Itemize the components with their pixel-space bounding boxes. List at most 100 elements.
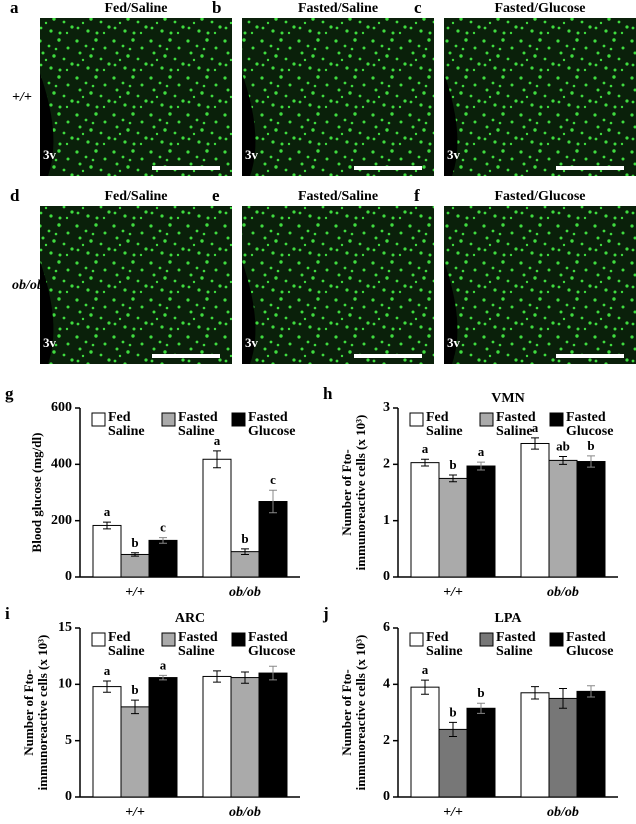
ventricle — [242, 261, 256, 364]
error-bar — [421, 458, 429, 467]
panel-letter: d — [10, 186, 20, 205]
bar — [466, 465, 496, 578]
ventricle — [242, 73, 256, 176]
row-label: +/+ — [12, 90, 32, 105]
error-bar — [131, 552, 139, 557]
panel-letter: b — [212, 0, 221, 17]
error-bar — [559, 455, 567, 465]
significance-letter: b — [449, 457, 456, 472]
legend-entry: Fasted Saline — [178, 631, 218, 659]
chart-title: VMN — [491, 391, 524, 406]
error-bar — [559, 688, 567, 709]
panel-title: Fed/Saline — [104, 189, 167, 204]
ventricle-label: 3v — [245, 147, 259, 162]
error-bar — [477, 461, 485, 471]
significance-letter: c — [160, 520, 166, 535]
bar — [576, 461, 606, 578]
legend-entry: Fasted Glucose — [566, 411, 613, 439]
bar — [466, 707, 496, 798]
micrograph — [40, 18, 232, 176]
y-tick-label: 0 — [65, 569, 72, 584]
legend-label: Fasted Saline — [178, 631, 218, 659]
panel-letter: e — [212, 186, 220, 205]
panel-title: Fasted/Glucose — [495, 189, 586, 204]
ventricle-label: 3v — [447, 335, 461, 350]
error-bar — [477, 702, 485, 714]
y-tick-label: 10 — [58, 677, 72, 692]
legend-label: Fasted Glucose — [566, 631, 614, 659]
x-tick-label: +/+ — [125, 585, 145, 600]
legend-label: Fed Saline — [108, 411, 145, 439]
significance-letter: ab — [556, 438, 570, 453]
error-bar — [587, 455, 595, 468]
error-bar — [531, 437, 539, 450]
ventricle-label: 3v — [447, 147, 461, 162]
bar — [548, 459, 578, 578]
error-bar — [103, 680, 111, 693]
legend-swatch — [161, 412, 176, 427]
legend-entry: Fasted Glucose — [248, 411, 296, 439]
legend-entry: Fasted Saline — [496, 411, 536, 439]
significance-letter: a — [214, 433, 221, 448]
ventricle — [40, 261, 54, 364]
chart-letter: h — [323, 384, 333, 403]
legend-swatch — [479, 412, 494, 427]
bar — [520, 442, 550, 578]
chart-letter: i — [5, 604, 10, 623]
y-tick-label: 5 — [65, 733, 72, 748]
legend-entry: Fed Saline — [426, 631, 463, 659]
significance-letter: a — [104, 504, 111, 519]
x-tick-label: +/+ — [443, 805, 463, 820]
error-bar — [103, 521, 111, 530]
y-tick-label: 15 — [58, 620, 72, 635]
x-tick-label: ob/ob — [547, 805, 579, 820]
legend-label: Fasted Saline — [178, 411, 218, 439]
ventricle — [444, 261, 458, 364]
error-bar — [159, 674, 167, 681]
legend-entry: Fasted Glucose — [566, 631, 614, 659]
error-bar — [531, 686, 539, 700]
chart-title: ARC — [175, 611, 205, 626]
y-tick-label: 2 — [383, 457, 390, 472]
y-tick-label: 4 — [383, 677, 390, 692]
bar — [202, 458, 232, 578]
x-tick-label: ob/ob — [229, 585, 261, 600]
scale-bar — [354, 166, 422, 170]
error-bar — [269, 665, 277, 681]
y-tick-label: 0 — [383, 789, 390, 804]
significance-letter: b — [131, 682, 138, 697]
y-tick-label: 200 — [51, 513, 72, 528]
legend-swatch — [549, 632, 564, 647]
x-tick-label: +/+ — [125, 805, 145, 820]
legend-label: Fasted Glucose — [248, 411, 296, 439]
legend-entry: Fed Saline — [108, 411, 145, 439]
error-bar — [241, 548, 249, 555]
micrograph — [40, 206, 232, 364]
significance-letter: b — [477, 685, 484, 700]
y-axis-label: Blood glucose (mg/dl) — [29, 433, 44, 553]
y-axis-label: Number of Fto- — [21, 669, 36, 755]
scale-bar — [556, 166, 624, 170]
bar — [230, 677, 260, 798]
legend-entry: Fed Saline — [426, 411, 463, 439]
bar — [410, 462, 440, 578]
panel-title: Fasted/Saline — [298, 1, 378, 16]
y-tick-label: 2 — [383, 733, 390, 748]
row-label: ob/ob — [12, 278, 44, 293]
panel-title: Fasted/Saline — [298, 189, 378, 204]
error-bar — [241, 671, 249, 684]
bar — [410, 686, 440, 798]
ventricle — [444, 73, 458, 176]
y-axis-label: immunoreactive cells (x 10³) — [35, 635, 50, 791]
error-bar — [213, 670, 221, 683]
bar — [92, 524, 122, 578]
bar — [520, 692, 550, 798]
significance-letter: c — [270, 472, 276, 487]
panel-letter: a — [10, 0, 19, 17]
y-tick-label: 400 — [51, 457, 72, 472]
significance-letter: b — [131, 535, 138, 550]
error-bar — [587, 685, 595, 698]
legend-swatch — [231, 412, 246, 427]
scale-bar — [152, 166, 220, 170]
error-bar — [449, 474, 457, 483]
